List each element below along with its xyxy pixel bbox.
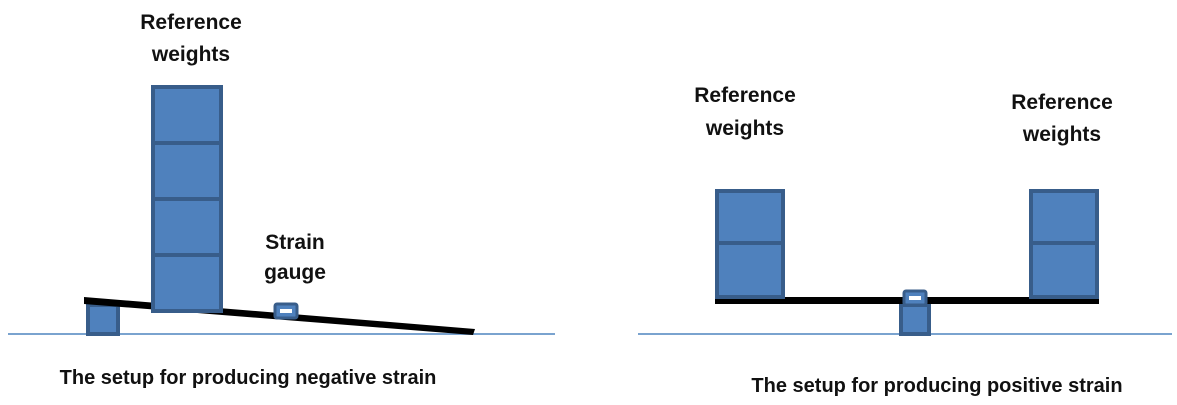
right-setup-right-weights-label-line1: Reference xyxy=(1011,91,1113,114)
positive-strain-caption: The setup for producing positive strain xyxy=(751,375,1122,397)
right-setup-left-weights-label-line1: Reference xyxy=(694,84,796,107)
right-setup-left-weight-stack xyxy=(715,189,785,299)
left-strain-gauge xyxy=(273,302,299,320)
weight-block xyxy=(715,189,785,245)
strain-gauge-label-line2: gauge xyxy=(264,261,326,284)
right-support-block xyxy=(899,303,931,336)
negative-strain-setup: Reference weights Strain gauge The setup… xyxy=(8,11,555,389)
weight-block xyxy=(151,141,223,201)
negative-strain-caption: The setup for producing negative strain xyxy=(60,367,437,389)
left-weights-label-line1: Reference xyxy=(140,11,242,34)
right-setup-right-weight-stack xyxy=(1029,189,1099,299)
weight-block xyxy=(715,241,785,299)
strain-gauge-label-line1: Strain xyxy=(265,231,325,254)
weight-block xyxy=(151,253,223,313)
right-setup-left-weights-label-line2: weights xyxy=(705,117,784,140)
weight-block xyxy=(151,85,223,145)
left-weight-stack xyxy=(151,85,223,313)
weight-block xyxy=(1029,189,1099,245)
weight-block xyxy=(151,197,223,257)
right-setup-right-weights-label-line2: weights xyxy=(1022,123,1101,146)
positive-strain-setup: Reference weights Reference weights The … xyxy=(638,84,1172,397)
weight-block xyxy=(1029,241,1099,299)
left-support-block xyxy=(86,303,120,336)
right-strain-gauge xyxy=(902,289,928,307)
left-weights-label-line2: weights xyxy=(151,43,230,66)
